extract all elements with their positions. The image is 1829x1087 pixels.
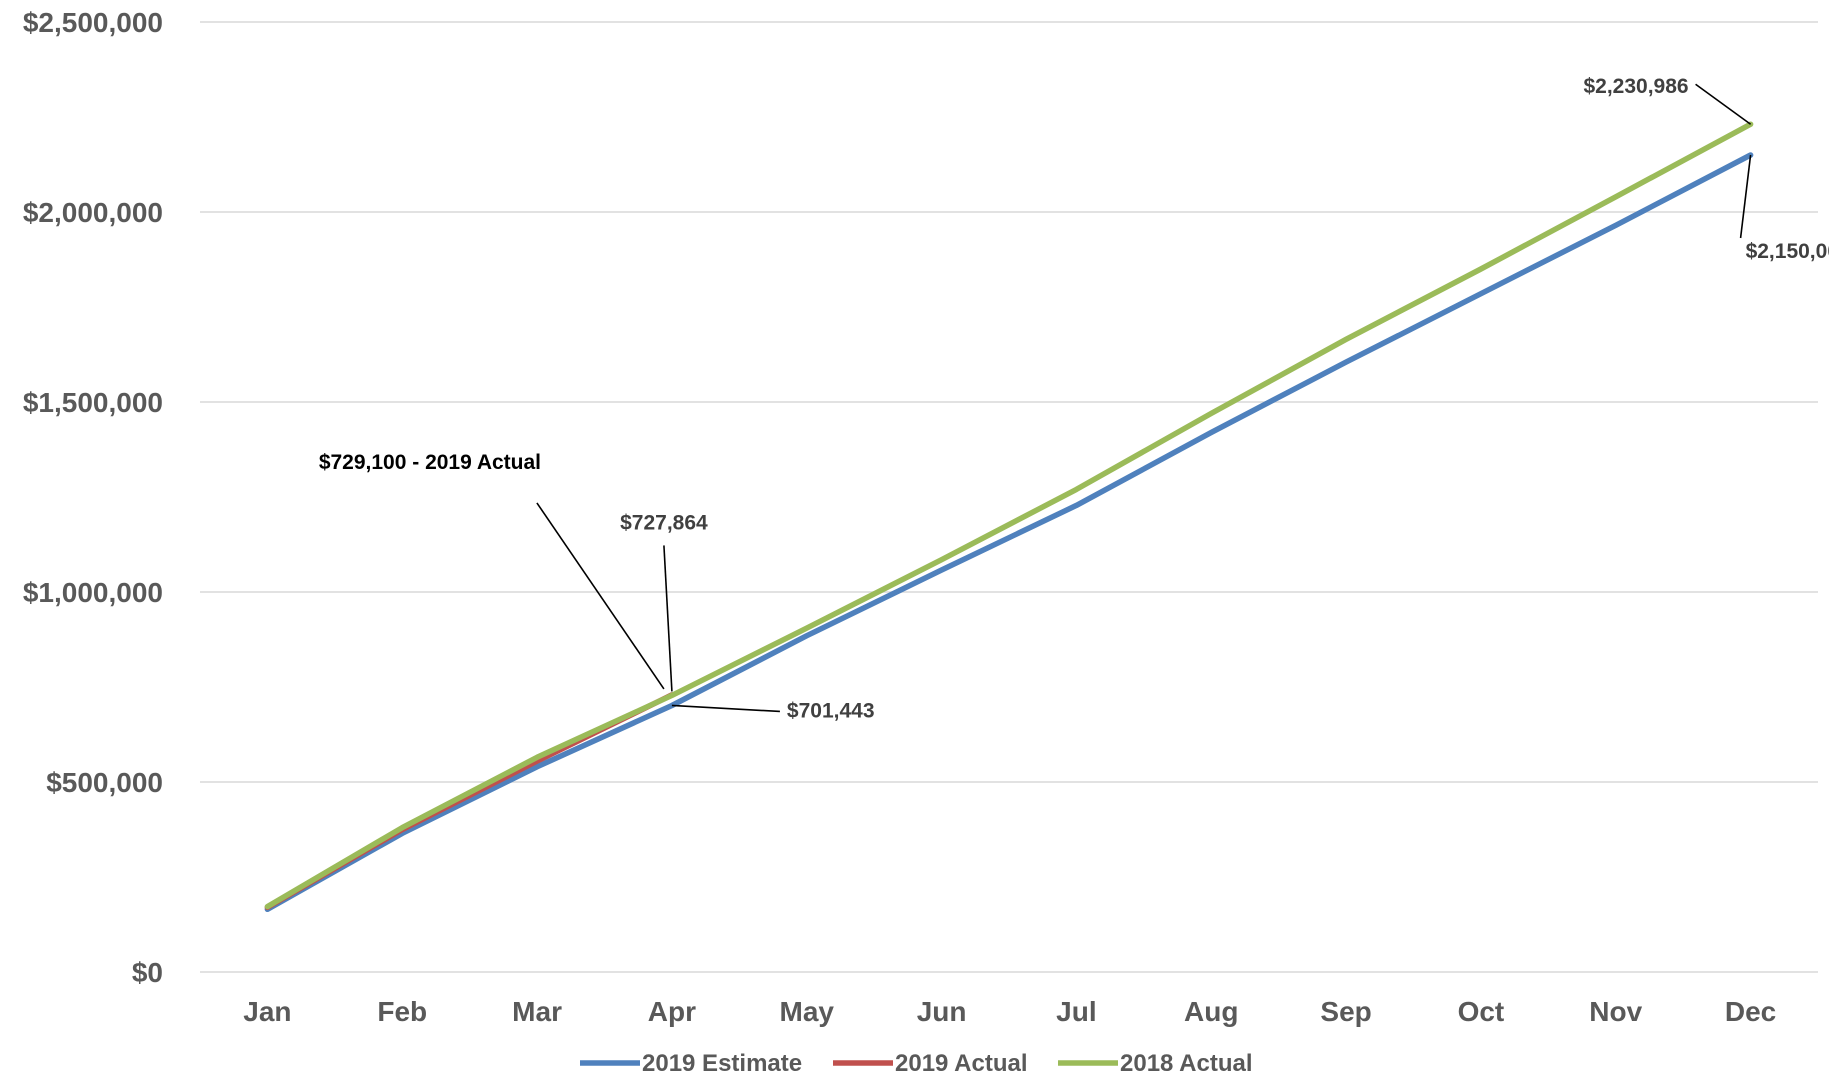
- y-tick-label: $1,500,000: [23, 387, 163, 418]
- y-tick-label: $500,000: [46, 767, 163, 798]
- x-tick-label: Mar: [512, 996, 562, 1027]
- series-lines: [264, 121, 1754, 913]
- x-tick-label: Feb: [377, 996, 427, 1027]
- x-tick-label: Apr: [648, 996, 696, 1027]
- legend-label: 2019 Actual: [895, 1050, 1028, 1077]
- data-label: $729,100 - 2019 Actual: [319, 451, 541, 474]
- x-tick-label: May: [780, 996, 835, 1027]
- data-label: $2,230,986: [1583, 75, 1688, 98]
- x-tick-label: Sep: [1320, 996, 1371, 1027]
- legend: 2019 Estimate 2019 Actual 2018 Actual: [580, 1050, 1253, 1077]
- annotation-leader-line: [663, 545, 673, 692]
- x-tick-label: Nov: [1589, 996, 1642, 1027]
- x-axis-ticks: Jan Feb Mar Apr May Jun Jul Aug Sep Oct Nov Dec: [243, 996, 1776, 1027]
- data-label: $701,443: [787, 699, 875, 722]
- x-tick-label: Oct: [1458, 996, 1505, 1027]
- y-tick-label: $1,000,000: [23, 577, 163, 608]
- y-tick-label: $0: [132, 957, 163, 988]
- annotation-leader-line: [1739, 154, 1752, 239]
- annotation-leader-line: [1695, 83, 1752, 125]
- legend-label: 2019 Estimate: [642, 1050, 802, 1077]
- y-axis-ticks: $0 $500,000 $1,000,000 $1,500,000 $2,000,000…: [23, 7, 163, 988]
- x-tick-label: Dec: [1725, 996, 1776, 1027]
- y-tick-label: $2,500,000: [23, 7, 163, 38]
- legend-label: 2018 Actual: [1120, 1050, 1253, 1077]
- annotation-leader-line: [536, 502, 665, 690]
- data-label: $727,864: [620, 511, 708, 534]
- annotation-leader-line: [671, 704, 780, 713]
- x-tick-label: Jul: [1056, 996, 1096, 1027]
- gridlines: [200, 21, 1818, 973]
- data-label: $2,150,000: [1746, 240, 1829, 263]
- series-line-2019-estimate: [264, 152, 1754, 913]
- x-tick-label: Jun: [917, 996, 967, 1027]
- x-tick-label: Aug: [1184, 996, 1238, 1027]
- y-tick-label: $2,000,000: [23, 197, 163, 228]
- data-annotations: $729,100 - 2019 Actual $727,864 $701,443 $2…: [319, 75, 1829, 722]
- x-tick-label: Jan: [243, 996, 291, 1027]
- series-line-2018-actual: [264, 121, 1754, 910]
